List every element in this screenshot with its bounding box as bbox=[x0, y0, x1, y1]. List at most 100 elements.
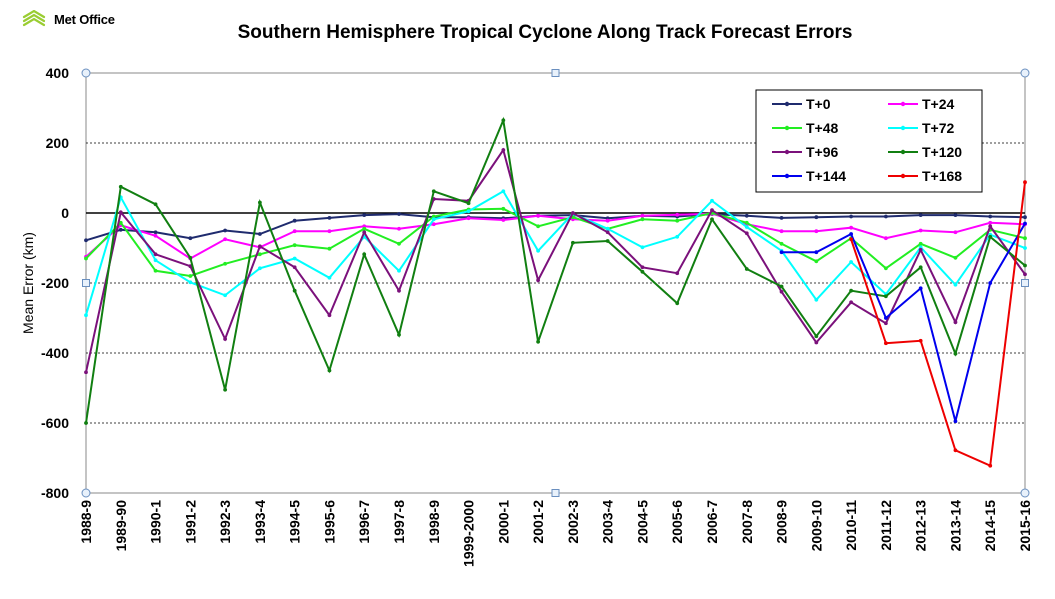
legend-label: T+48 bbox=[806, 120, 839, 136]
data-point bbox=[362, 252, 367, 257]
logo-text: Met Office bbox=[54, 11, 115, 27]
data-point bbox=[814, 334, 819, 339]
data-point bbox=[953, 230, 958, 235]
x-tick-label: 1990-1 bbox=[148, 500, 164, 544]
x-tick-label: 2005-6 bbox=[669, 500, 685, 544]
data-point bbox=[501, 218, 506, 222]
data-point bbox=[188, 274, 193, 278]
resize-handle[interactable] bbox=[1021, 279, 1029, 287]
series-t48 bbox=[84, 206, 1027, 278]
data-point bbox=[84, 370, 88, 375]
data-point bbox=[779, 216, 784, 220]
data-point bbox=[362, 226, 367, 231]
y-tick-label: 200 bbox=[46, 135, 70, 151]
series-line-t24 bbox=[85, 212, 1026, 260]
data-point bbox=[988, 234, 993, 239]
resize-handle[interactable] bbox=[81, 488, 91, 498]
data-point bbox=[501, 189, 506, 194]
legend: T+0 T+24 T+48 T+72 T+96 T+120 T+144 T+168 bbox=[755, 89, 983, 193]
selection-handles[interactable] bbox=[81, 68, 1030, 498]
x-tick-label: 1993-4 bbox=[252, 500, 268, 544]
x-tick-label: 2008-9 bbox=[774, 500, 790, 544]
data-point bbox=[153, 233, 158, 238]
data-point bbox=[605, 226, 610, 231]
data-point bbox=[779, 250, 784, 255]
data-point bbox=[849, 260, 854, 264]
data-point bbox=[397, 268, 401, 273]
data-point bbox=[814, 250, 819, 255]
legend-item-t24: T+24 bbox=[888, 96, 955, 112]
legend-label: T+96 bbox=[806, 144, 839, 160]
x-tick-label: 1989-90 bbox=[113, 500, 129, 552]
series-line-t168 bbox=[850, 182, 1026, 468]
data-point bbox=[536, 248, 541, 253]
x-tick-label: 2002-3 bbox=[565, 500, 581, 544]
data-point bbox=[849, 288, 854, 293]
x-tick-label: 2000-1 bbox=[495, 500, 511, 544]
data-point bbox=[640, 245, 645, 250]
data-point bbox=[988, 463, 993, 468]
x-tick-label: 2009-10 bbox=[808, 500, 824, 552]
legend-marker bbox=[900, 125, 906, 131]
x-tick-label: 1995-6 bbox=[321, 500, 337, 544]
data-point bbox=[223, 228, 228, 233]
data-point bbox=[883, 266, 888, 271]
x-tick-label: 2004-5 bbox=[634, 500, 650, 544]
data-point bbox=[397, 226, 401, 231]
data-point bbox=[118, 210, 123, 215]
data-point bbox=[431, 222, 436, 227]
data-point bbox=[327, 216, 332, 220]
data-point bbox=[362, 230, 367, 235]
data-point bbox=[988, 214, 993, 219]
data-point bbox=[918, 265, 923, 270]
data-point bbox=[640, 217, 645, 222]
data-point bbox=[223, 337, 228, 341]
data-point bbox=[327, 229, 332, 234]
series-t144 bbox=[779, 221, 1027, 424]
data-point bbox=[814, 297, 819, 302]
data-point bbox=[466, 216, 471, 221]
data-point bbox=[779, 289, 784, 294]
data-point bbox=[223, 293, 228, 298]
data-point bbox=[744, 267, 749, 271]
data-point bbox=[153, 258, 158, 263]
resize-handle[interactable] bbox=[551, 489, 560, 497]
y-tick-label: 0 bbox=[61, 205, 69, 221]
legend-label: T+168 bbox=[922, 168, 962, 184]
data-point bbox=[153, 268, 158, 273]
data-point bbox=[918, 286, 923, 291]
data-point bbox=[292, 243, 297, 248]
resize-handle[interactable] bbox=[551, 69, 560, 77]
data-point bbox=[570, 240, 575, 245]
data-point bbox=[84, 256, 88, 261]
data-point bbox=[1023, 221, 1027, 226]
x-tick-label: 2007-8 bbox=[739, 500, 755, 544]
data-point bbox=[223, 387, 228, 392]
y-tick-labels: 400 200 0 -200 -400 -600 -800 bbox=[41, 65, 69, 501]
x-tick-label: 1988-9 bbox=[78, 500, 94, 544]
data-point bbox=[675, 212, 680, 217]
x-tick-label: 2011-12 bbox=[878, 500, 894, 551]
y-tick-label: 400 bbox=[46, 65, 70, 81]
x-tick-label: 2010-11 bbox=[843, 500, 859, 551]
data-point bbox=[710, 208, 714, 213]
data-point bbox=[223, 237, 228, 242]
resize-handle[interactable] bbox=[1020, 488, 1030, 498]
data-point bbox=[849, 300, 854, 305]
x-tick-label: 2012-13 bbox=[913, 500, 929, 552]
data-point bbox=[397, 212, 401, 216]
legend-item-t120: T+120 bbox=[888, 144, 962, 160]
data-point bbox=[536, 278, 541, 283]
x-tick-label: 1997-8 bbox=[391, 500, 407, 544]
data-point bbox=[675, 218, 680, 223]
data-point bbox=[918, 228, 923, 233]
resize-handle[interactable] bbox=[1020, 68, 1030, 78]
x-tick-label: 1991-2 bbox=[182, 500, 198, 544]
data-point bbox=[675, 301, 680, 306]
resize-handle[interactable] bbox=[82, 279, 90, 287]
resize-handle[interactable] bbox=[81, 68, 91, 78]
data-point bbox=[953, 213, 958, 218]
x-tick-label: 2013-14 bbox=[947, 500, 963, 552]
data-point bbox=[744, 213, 749, 218]
